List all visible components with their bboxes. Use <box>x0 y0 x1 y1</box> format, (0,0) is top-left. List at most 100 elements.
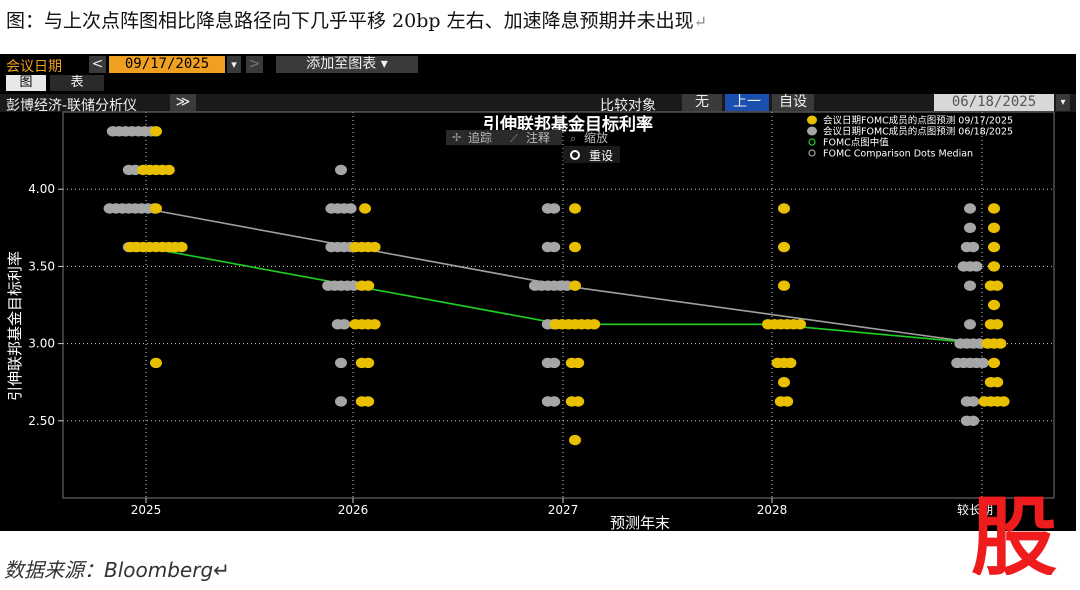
dot-previous <box>964 203 976 214</box>
chart-legend: 会议日期FOMC成员的点图预测 09/17/2025会议日期FOMC成员的点图预… <box>807 115 1013 160</box>
compare-label: 比较对象 <box>600 98 656 114</box>
dot-previous <box>967 396 980 407</box>
dot-current <box>569 434 581 446</box>
dot-previous <box>335 357 347 369</box>
dot-current <box>150 126 162 137</box>
legend-marker <box>807 115 817 125</box>
context-bar: 彭博经济-联储分析仪 ≫ 比较对象 无 上一 自设 06/18/2025 ▾ <box>0 94 1076 114</box>
legend-marker <box>808 149 816 157</box>
dot-previous <box>338 319 351 330</box>
dot-previous <box>970 261 983 272</box>
dot-current <box>150 357 162 369</box>
compare-date-field[interactable]: 06/18/2025 <box>934 94 1054 111</box>
dot-current <box>588 319 601 330</box>
x-tick-label: 2025 <box>131 503 162 517</box>
dot-current <box>162 164 175 176</box>
dot-current <box>988 241 1000 253</box>
add-to-chart-button[interactable]: 添加至图表 ▾ <box>276 56 418 73</box>
compare-none-button[interactable]: 无 <box>682 94 722 111</box>
y-tick-label: 3.00 <box>28 337 55 351</box>
logo-glyph: 股 <box>971 495 1057 575</box>
dot-current <box>781 396 794 407</box>
date-dropdown-button[interactable]: ▾ <box>227 56 241 73</box>
y-tick-label: 3.50 <box>28 259 55 273</box>
tab-chart[interactable]: 图 <box>6 75 46 91</box>
track-button[interactable]: 追踪 <box>468 130 492 145</box>
chart-title: 引伸联邦基金目标利率 <box>483 114 653 135</box>
dot-current <box>778 280 790 291</box>
dot-previous <box>335 396 347 407</box>
dot-previous <box>964 280 976 291</box>
source-note: 数据来源：Bloomberg↵ <box>4 558 230 582</box>
dot-current <box>988 299 1000 311</box>
dot-current <box>988 357 1000 369</box>
dot-previous <box>548 241 561 253</box>
dot-current <box>569 241 581 253</box>
watermark-logo: 股 <box>971 495 1057 575</box>
dot-current <box>150 203 162 214</box>
tab-table[interactable]: 表 <box>50 75 104 91</box>
dot-current <box>569 280 581 291</box>
dot-previous <box>976 357 989 369</box>
x-tick-label: 较长期 <box>957 502 993 517</box>
y-tick-label: 4.00 <box>28 182 55 196</box>
bloomberg-terminal-panel: 会议日期 < 09/17/2025 ▾ > 添加至图表 ▾ 图 表 彭博经济-联… <box>0 54 1076 531</box>
figure-caption: 图：与上次点阵图相比降息路径向下几乎平移 20bp 左右、加速降息预期并未出现↵ <box>6 6 707 33</box>
dot-current <box>994 338 1007 349</box>
zoom-button[interactable]: 缩放 <box>584 130 608 145</box>
dot-current <box>362 357 375 369</box>
x-axis-label: 预测年末 <box>610 514 670 531</box>
compare-previous-button[interactable]: 上一 <box>725 94 769 111</box>
dot-current <box>362 280 375 291</box>
x-tick-label: 2028 <box>757 503 788 517</box>
reset-icon <box>570 150 580 160</box>
context-label: 彭博经济-联储分析仪 <box>6 98 138 114</box>
dot-previous <box>548 203 561 214</box>
dot-current <box>988 261 1000 272</box>
dot-current <box>991 377 1004 388</box>
dot-previous <box>335 164 347 176</box>
y-axis-label: 引伸联邦基金目标利率 <box>6 251 24 401</box>
compare-date-dropdown[interactable]: ▾ <box>1056 94 1070 111</box>
dot-current <box>991 280 1004 291</box>
dot-current <box>988 222 1000 233</box>
dot-current <box>572 396 585 407</box>
dot-previous <box>548 357 561 369</box>
legend-label: FOMC点图中值 <box>823 137 889 149</box>
expand-button[interactable]: ≫ <box>170 94 196 111</box>
dot-previous <box>967 415 980 426</box>
track-icon: ✢ <box>452 131 461 144</box>
annotate-icon: ⟋ <box>510 132 518 145</box>
next-date-button[interactable]: > <box>246 56 263 73</box>
legend-marker <box>808 138 816 146</box>
plot-controls-background <box>446 130 562 145</box>
prev-date-button[interactable]: < <box>89 56 106 73</box>
dot-previous <box>964 319 976 330</box>
dot-current <box>794 319 806 330</box>
meeting-date-label: 会议日期 <box>6 59 62 75</box>
dot-previous <box>964 222 976 233</box>
dot-current <box>368 241 381 253</box>
dot-current <box>569 203 581 214</box>
plot-frame <box>62 111 1055 499</box>
y-tick-label: 2.50 <box>28 414 55 428</box>
dot-previous <box>344 203 357 214</box>
annotate-button[interactable]: 注释 <box>526 130 550 145</box>
dot-previous <box>548 396 561 407</box>
dot-current <box>778 377 790 388</box>
figure-caption-text: 图：与上次点阵图相比降息路径向下几乎平移 20bp 左右、加速降息预期并未出现 <box>6 10 694 32</box>
legend-label: FOMC Comparison Dots Median <box>823 149 973 160</box>
dot-current <box>784 357 797 369</box>
dot-current <box>778 241 790 253</box>
dot-current <box>988 203 1000 214</box>
legend-label: 会议日期FOMC成员的点图预测 09/17/2025 <box>823 115 1013 127</box>
dot-current <box>572 357 585 369</box>
dot-current <box>359 203 371 214</box>
meeting-date-field[interactable]: 09/17/2025 <box>109 56 225 73</box>
legend-label: 会议日期FOMC成员的点图预测 06/18/2025 <box>823 126 1013 138</box>
reset-button[interactable]: 重设 <box>589 149 613 163</box>
compare-custom-button[interactable]: 自设 <box>772 94 814 111</box>
dot-current <box>778 203 790 214</box>
zoom-icon: ⌕ <box>570 132 576 145</box>
dot-current <box>175 241 188 253</box>
